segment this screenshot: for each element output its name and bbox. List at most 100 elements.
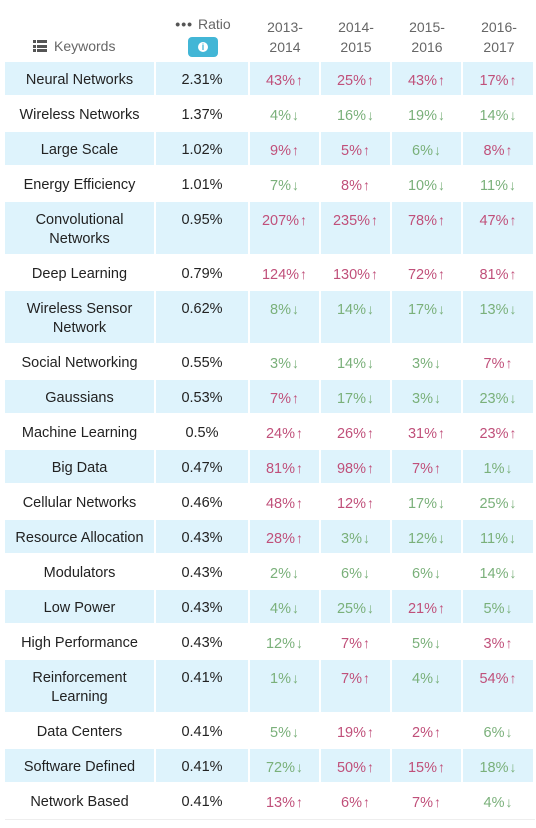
change-cell: 9%↑ [250, 132, 321, 167]
arrow-up-icon: ↑ [438, 759, 446, 775]
ratio-cell: 0.41% [156, 749, 250, 784]
arrow-down-icon: ↓ [291, 670, 299, 686]
arrow-down-icon: ↓ [362, 530, 370, 546]
change-cell: 3%↓ [321, 520, 392, 555]
table-row[interactable]: Wireless Networks 1.37% 4%↓ 16%↓ 19%↓ 14%↓ [5, 97, 535, 132]
keyword-label: Modulators [43, 565, 116, 581]
table-row[interactable]: Network Based 0.41% 13%↑ 6%↑ 7%↑ 4%↓ [5, 784, 535, 819]
year-column-header[interactable]: 2014- 2015 [321, 17, 391, 57]
change-percent: 130% [332, 267, 371, 283]
more-icon: ••• [175, 16, 194, 32]
ratio-cell: 1.02% [156, 132, 250, 167]
table-row[interactable]: Energy Efficiency 1.01% 7%↓ 8%↑ 10%↓ 11%↓ [5, 167, 535, 202]
arrow-up-icon: ↑ [505, 142, 513, 158]
change-value: 4%↓ [392, 660, 461, 689]
change-value: 43%↑ [250, 62, 319, 91]
change-cell: 19%↓ [392, 97, 463, 132]
change-value: 25%↑ [321, 62, 390, 91]
table-row[interactable]: Big Data 0.47% 81%↑ 98%↑ 7%↑ 1%↓ [5, 450, 535, 485]
ratio-cell: 0.41% [156, 660, 250, 714]
change-value: 7%↑ [463, 345, 533, 374]
table-row[interactable]: Modulators 0.43% 2%↓ 6%↓ 6%↓ 14%↓ [5, 555, 535, 590]
change-cell: 12%↑ [321, 485, 392, 520]
arrow-up-icon: ↑ [362, 635, 370, 651]
table-row[interactable]: Data Centers 0.41% 5%↓ 19%↑ 2%↑ 6%↓ [5, 714, 535, 749]
change-percent: 7% [412, 795, 433, 811]
change-value: 24%↑ [250, 415, 319, 444]
change-value: 12%↑ [321, 485, 390, 514]
change-value: 7%↑ [250, 380, 319, 409]
change-percent: 12% [265, 636, 296, 652]
table-row[interactable]: Social Networking 0.55% 3%↓ 14%↓ 3%↓ 7%↑ [5, 345, 535, 380]
change-percent: 12% [407, 531, 438, 547]
arrow-up-icon: ↑ [509, 72, 517, 88]
table-row[interactable]: Deep Learning 0.79% 124%↑ 130%↑ 72%↑ 81%↑ [5, 256, 535, 291]
change-cell: 17%↓ [392, 291, 463, 345]
keyword-cell: Modulators [5, 555, 156, 590]
arrow-down-icon: ↓ [505, 794, 513, 810]
change-cell: 25%↓ [321, 590, 392, 625]
change-percent: 78% [407, 213, 438, 229]
change-value: 50%↑ [321, 749, 390, 778]
arrow-up-icon: ↑ [362, 794, 370, 810]
table-row[interactable]: Gaussians 0.53% 7%↑ 17%↓ 3%↓ 23%↓ [5, 380, 535, 415]
arrow-up-icon: ↑ [296, 794, 304, 810]
arrow-down-icon: ↓ [509, 495, 517, 511]
change-percent: 23% [479, 391, 509, 407]
arrow-up-icon: ↑ [296, 530, 304, 546]
ratio-value: 0.43% [181, 600, 223, 616]
change-value: 31%↑ [392, 415, 461, 444]
keyword-label: Social Networking [21, 355, 138, 371]
change-cell: 26%↑ [321, 415, 392, 450]
change-percent: 6% [341, 795, 362, 811]
change-cell: 124%↑ [250, 256, 321, 291]
table-row[interactable]: Machine Learning 0.5% 24%↑ 26%↑ 31%↑ 23%↑ [5, 415, 535, 450]
arrow-down-icon: ↓ [505, 460, 513, 476]
ratio-column-header[interactable]: ••• Ratio i [160, 14, 246, 57]
change-cell: 7%↑ [321, 660, 392, 714]
table-row[interactable]: High Performance 0.43% 12%↓ 7%↑ 5%↓ 3%↑ [5, 625, 535, 660]
change-percent: 5% [412, 636, 433, 652]
table-row[interactable]: Large Scale 1.02% 9%↑ 5%↑ 6%↓ 8%↑ [5, 132, 535, 167]
table-row[interactable]: Cellular Networks 0.46% 48%↑ 12%↑ 17%↓ 25%↓ [5, 485, 535, 520]
ratio-value: 0.43% [181, 565, 223, 581]
keywords-header-label: Keywords [54, 38, 116, 54]
change-value: 81%↑ [250, 450, 319, 479]
arrow-up-icon: ↑ [438, 72, 446, 88]
change-value: 3%↓ [392, 380, 461, 409]
year-column-header[interactable]: 2013- 2014 [250, 17, 320, 57]
keywords-column-header[interactable]: Keywords [33, 36, 115, 56]
ratio-value: 1.37% [181, 107, 223, 123]
arrow-up-icon: ↑ [438, 266, 446, 282]
arrow-down-icon: ↓ [438, 107, 446, 123]
table-row[interactable]: Software Defined 0.41% 72%↓ 50%↑ 15%↑ 18%↓ [5, 749, 535, 784]
ratio-cell: 0.47% [156, 450, 250, 485]
change-percent: 7% [341, 636, 362, 652]
change-percent: 2% [270, 566, 291, 582]
ratio-value: 0.41% [181, 794, 223, 810]
change-percent: 72% [265, 760, 296, 776]
change-percent: 5% [341, 143, 362, 159]
table-row[interactable]: Convolutional Networks 0.95% 207%↑ 235%↑ 78%… [5, 202, 535, 256]
change-cell: 11%↓ [463, 167, 535, 202]
arrow-down-icon: ↓ [367, 301, 375, 317]
change-percent: 28% [265, 531, 296, 547]
arrow-down-icon: ↓ [362, 565, 370, 581]
table-row[interactable]: Wireless Sensor Network 0.62% 8%↓ 14%↓ 17%↓ 1… [5, 291, 535, 345]
change-percent: 11% [480, 178, 508, 194]
info-button[interactable]: i [188, 37, 218, 57]
change-percent: 98% [336, 461, 367, 477]
table-row[interactable]: Neural Networks 2.31% 43%↑ 25%↑ 43%↑ 17%↑ [5, 62, 535, 97]
year-column-header[interactable]: 2015- 2016 [392, 17, 462, 57]
table-row[interactable]: Reinforcement Learning 0.41% 1%↓ 7%↑ 4%↓ 54%↑ [5, 660, 535, 714]
change-value: 2%↓ [250, 555, 319, 584]
year-column-header[interactable]: 2016- 2017 [464, 17, 534, 57]
change-percent: 50% [336, 760, 367, 776]
change-value: 47%↑ [463, 202, 533, 231]
change-value: 25%↓ [321, 590, 390, 619]
arrow-down-icon: ↓ [433, 635, 441, 651]
table-row[interactable]: Low Power 0.43% 4%↓ 25%↓ 21%↑ 5%↓ [5, 590, 535, 625]
table-row[interactable]: Resource Allocation 0.43% 28%↑ 3%↓ 12%↓ 11%↓ [5, 520, 535, 555]
change-cell: 6%↓ [321, 555, 392, 590]
change-value: 14%↓ [463, 555, 533, 584]
